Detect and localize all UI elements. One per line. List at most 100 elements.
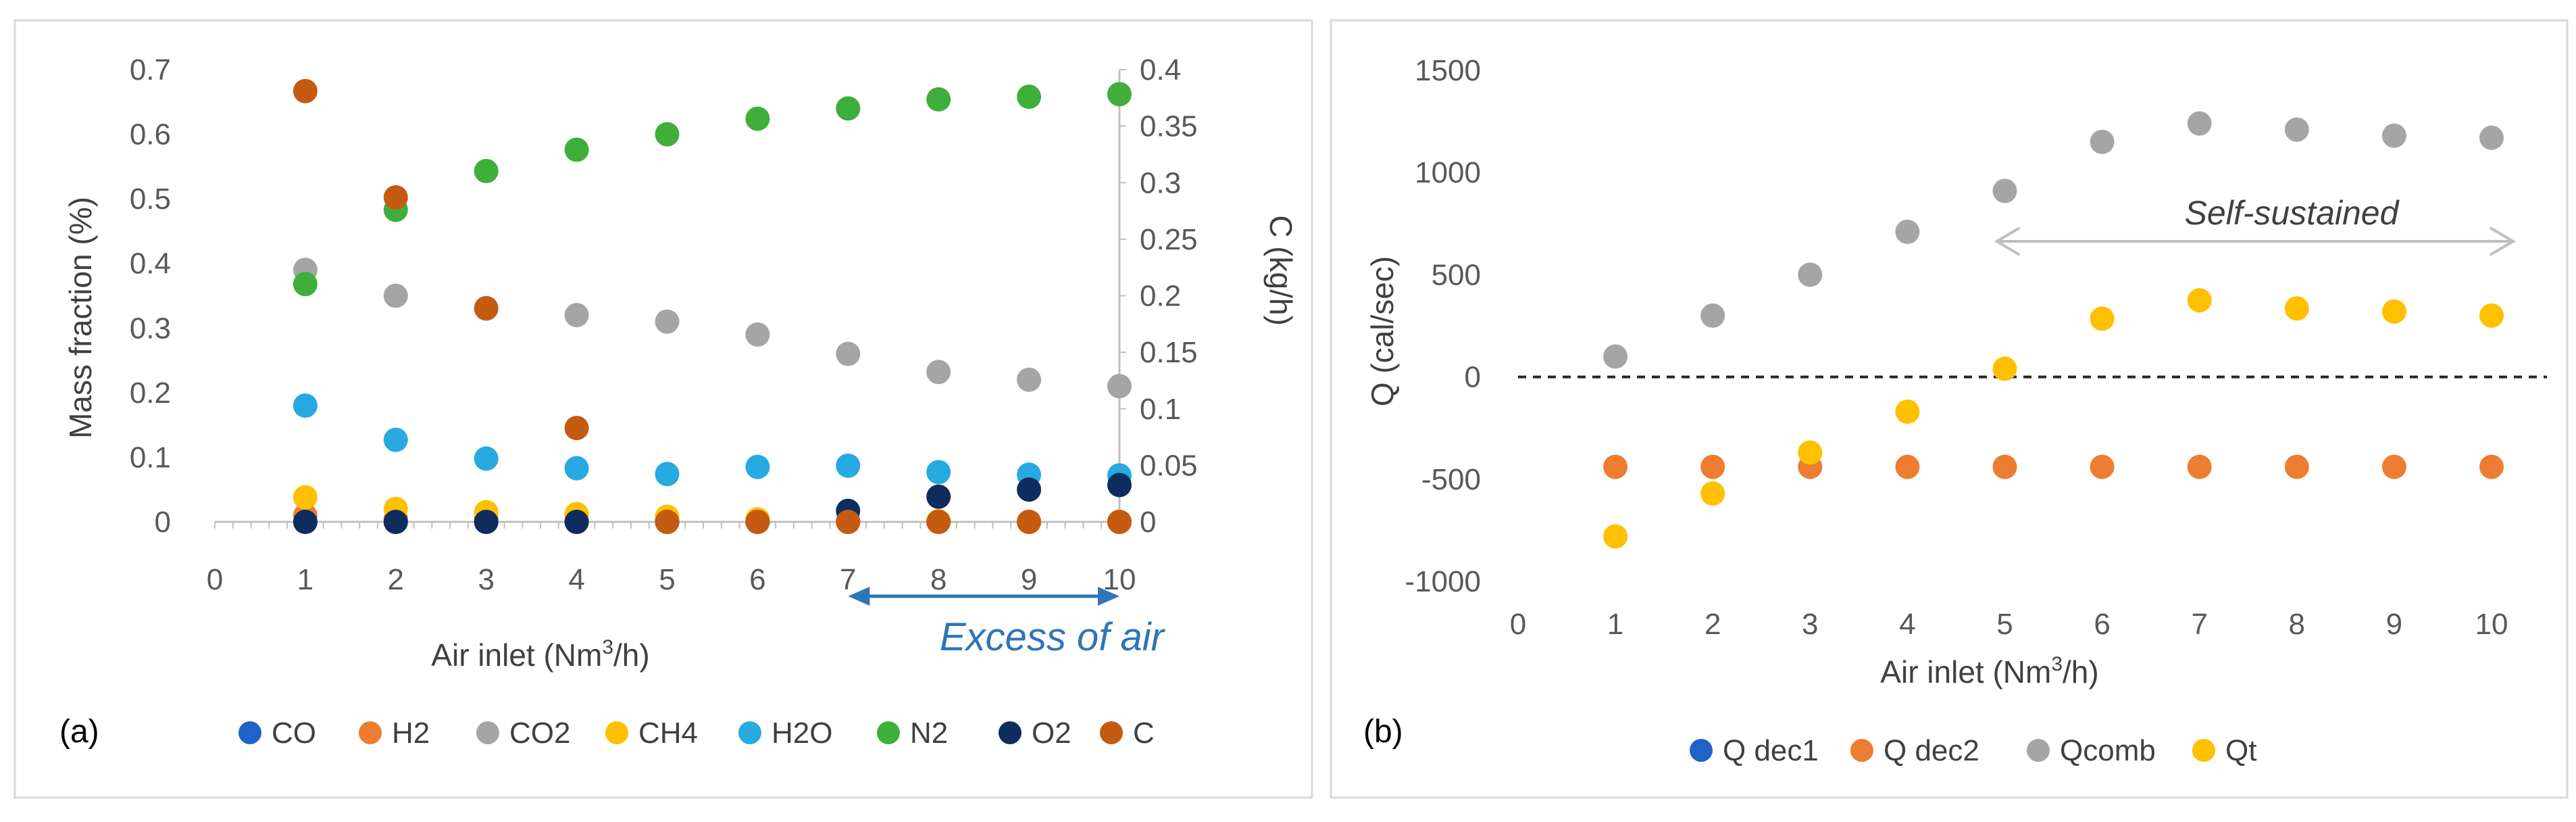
panel-a-x-tick-label: 2 xyxy=(388,563,404,596)
panel-b-point-qt xyxy=(2381,299,2406,324)
legend-marker-q-dec2 xyxy=(1850,739,1873,762)
legend-label-ch4: CH4 xyxy=(638,717,698,750)
panel-b-frame xyxy=(1330,19,2569,799)
panel-a-y-tick-label: 0.3 xyxy=(130,312,171,345)
panel-a-y2-tick-label: 0.1 xyxy=(1140,393,1181,426)
panel-b-x-tick-label: 0 xyxy=(1510,608,1526,641)
panel-b-y-tick-label: -1000 xyxy=(1405,565,1481,598)
panel-a-x-tick-label: 6 xyxy=(749,563,765,596)
legend-marker-c xyxy=(1100,721,1123,744)
panel-a-point-o2 xyxy=(1107,473,1132,498)
panel-a-y-tick-label: 0.2 xyxy=(130,377,171,410)
panel-a-y-axis-title: Mass fraction (%) xyxy=(63,197,98,439)
panel-a-point-c xyxy=(564,416,589,441)
legend-label-co: CO xyxy=(272,717,316,750)
panel-a-x-tick-label: 1 xyxy=(297,563,313,596)
panel-a-x-tick-label: 4 xyxy=(568,563,584,596)
legend-label-qt: Qt xyxy=(2225,734,2256,767)
panel-a-point-co2 xyxy=(1017,367,1042,392)
legend-label-h2: H2 xyxy=(392,717,430,750)
legend-label-q-dec1: Q dec1 xyxy=(1723,734,1819,767)
panel-a-point-c xyxy=(836,510,861,534)
panel-a-y2-tick-label: 0.3 xyxy=(1140,166,1181,199)
panel-a-x-axis-title: Air inlet (Nm3/h) xyxy=(431,636,649,673)
panel-b-point-qt xyxy=(1798,440,1823,465)
panel-a-point-c xyxy=(383,185,408,210)
panel-b-point-qcomb xyxy=(1603,344,1628,369)
legend-marker-o2 xyxy=(999,721,1021,744)
legend-label-q-dec2: Q dec2 xyxy=(1884,734,1979,767)
panel-a-point-co2 xyxy=(836,341,861,366)
panel-b-point-qt xyxy=(2479,303,2504,328)
panel-a: 0 1 2 3 4 5 6 7 8 9 1000.10.20.30.40.50.60.700.050… xyxy=(14,19,1313,799)
panel-b-point-q-dec2 xyxy=(1700,454,1725,479)
self-sustained-arrow-head-right xyxy=(2489,226,2516,256)
panel-a-y-tick-label: 0.6 xyxy=(130,118,171,151)
panel-b-point-qcomb xyxy=(2090,129,2115,154)
panel-a-y-tick-label: 0 xyxy=(155,506,171,539)
panel-a-y-tick-label: 0.7 xyxy=(130,53,171,87)
panel-a-point-c xyxy=(1107,510,1132,534)
panel-a-y2-tick-label: 0.25 xyxy=(1140,223,1198,256)
panel-a-x-tick-label: 7 xyxy=(840,563,856,596)
panel-a-point-n2 xyxy=(745,106,770,131)
panel-a-point-n2 xyxy=(1107,82,1132,107)
panel-b-x-tick-label: 4 xyxy=(1899,608,1915,641)
legend-label-h2o: H2O xyxy=(772,717,832,750)
panel-a-point-o2 xyxy=(474,510,499,534)
panel-b-x-tick-label: 3 xyxy=(1802,608,1818,641)
panel-b: 0 1 2 3 4 5 6 7 8 9 10 -1000 -500 0 500 1000 1500 Air in… xyxy=(1330,19,2569,799)
self-sustained-arrow-head-left xyxy=(1994,226,2021,256)
legend-marker-co xyxy=(238,721,261,744)
panel-b-point-qcomb xyxy=(1700,303,1725,328)
panel-a-point-n2 xyxy=(836,96,861,121)
panel-a-point-n2 xyxy=(926,87,951,112)
legend-label-n2: N2 xyxy=(910,717,948,750)
panel-a-y2-tick-label: 0.4 xyxy=(1140,53,1181,87)
panel-a-point-o2 xyxy=(926,484,951,509)
excess-of-air-arrow-head-right xyxy=(1098,587,1119,606)
panel-a-legend: CO H2 CO2 CH4 H2O N2 O2 C xyxy=(238,717,1155,750)
legend-label-co2: CO2 xyxy=(509,717,570,750)
panel-a-y2-tick-label: 0 xyxy=(1140,506,1156,539)
panel-b-point-qcomb xyxy=(2187,111,2212,136)
panel-a-point-co2 xyxy=(745,322,770,347)
panel-b-point-qt xyxy=(2187,288,2212,313)
panel-b-point-q-dec2 xyxy=(1895,454,1920,479)
panel-a-y2-axis-title: C (kg/h) xyxy=(1263,215,1298,326)
panel-a-point-h2o xyxy=(474,446,499,471)
panel-a-y-tick-label: 0.1 xyxy=(130,441,171,474)
panel-a-point-h2o xyxy=(655,462,680,487)
panel-a-point-c xyxy=(926,510,951,534)
panel-b-point-qcomb xyxy=(1798,262,1823,287)
panel-a-point-co2 xyxy=(1107,374,1132,399)
panel-a-point-n2 xyxy=(655,122,680,147)
panel-b-legend: Q dec1 Q dec2 Qcomb Qt xyxy=(1690,734,2256,767)
panel-b-point-qt xyxy=(1992,356,2017,381)
panel-a-point-n2 xyxy=(564,137,589,162)
panel-b-y-tick-label: 1000 xyxy=(1415,156,1481,189)
panel-b-x-tick-label: 10 xyxy=(2475,608,2508,641)
panel-b-x-tick-label: 8 xyxy=(2289,608,2305,641)
panel-b-point-qcomb xyxy=(1895,219,1920,244)
panel-a-point-c xyxy=(655,510,680,534)
panel-a-point-ch4 xyxy=(293,485,318,510)
panel-b-x-tick-label: 1 xyxy=(1607,608,1623,641)
panel-b-x-tick-label: 6 xyxy=(2094,608,2110,641)
excess-of-air-arrow-head-left xyxy=(848,587,870,606)
panel-a-point-h2o xyxy=(564,456,589,481)
panel-b-point-qcomb xyxy=(2381,123,2406,148)
panel-a-y-tick-label: 0.5 xyxy=(130,183,171,216)
panel-a-y2-tick-label: 0.2 xyxy=(1140,280,1181,313)
legend-marker-h2 xyxy=(359,721,382,744)
panel-b-point-qcomb xyxy=(2479,125,2504,150)
panel-a-point-c xyxy=(293,78,318,103)
panel-b-y-tick-label: -500 xyxy=(1421,463,1481,496)
panel-b-x-axis-title: Air inlet (Nm3/h) xyxy=(1880,653,2098,690)
panel-a-x-tick-label: 3 xyxy=(478,563,494,596)
panel-b-point-qt xyxy=(1895,400,1920,425)
panel-a-point-co2 xyxy=(383,283,408,308)
panel-a-point-c xyxy=(1017,510,1042,534)
panel-a-x-tick-label: 8 xyxy=(930,563,946,596)
